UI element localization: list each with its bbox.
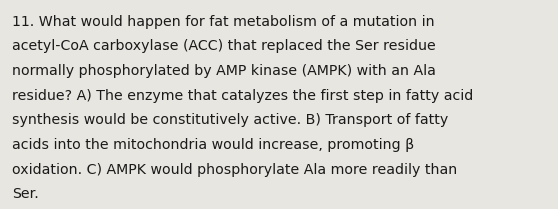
Text: acids into the mitochondria would increase, promoting β: acids into the mitochondria would increa… <box>12 138 415 152</box>
Text: Ser.: Ser. <box>12 187 39 201</box>
Text: residue? A) The enzyme that catalyzes the first step in fatty acid: residue? A) The enzyme that catalyzes th… <box>12 89 474 103</box>
Text: 11. What would happen for fat metabolism of a mutation in: 11. What would happen for fat metabolism… <box>12 15 435 29</box>
Text: synthesis would be constitutively active. B) Transport of fatty: synthesis would be constitutively active… <box>12 113 449 127</box>
Text: normally phosphorylated by AMP kinase (AMPK) with an Ala: normally phosphorylated by AMP kinase (A… <box>12 64 436 78</box>
Text: acetyl-CoA carboxylase (ACC) that replaced the Ser residue: acetyl-CoA carboxylase (ACC) that replac… <box>12 39 436 53</box>
Text: oxidation. C) AMPK would phosphorylate Ala more readily than: oxidation. C) AMPK would phosphorylate A… <box>12 163 458 177</box>
